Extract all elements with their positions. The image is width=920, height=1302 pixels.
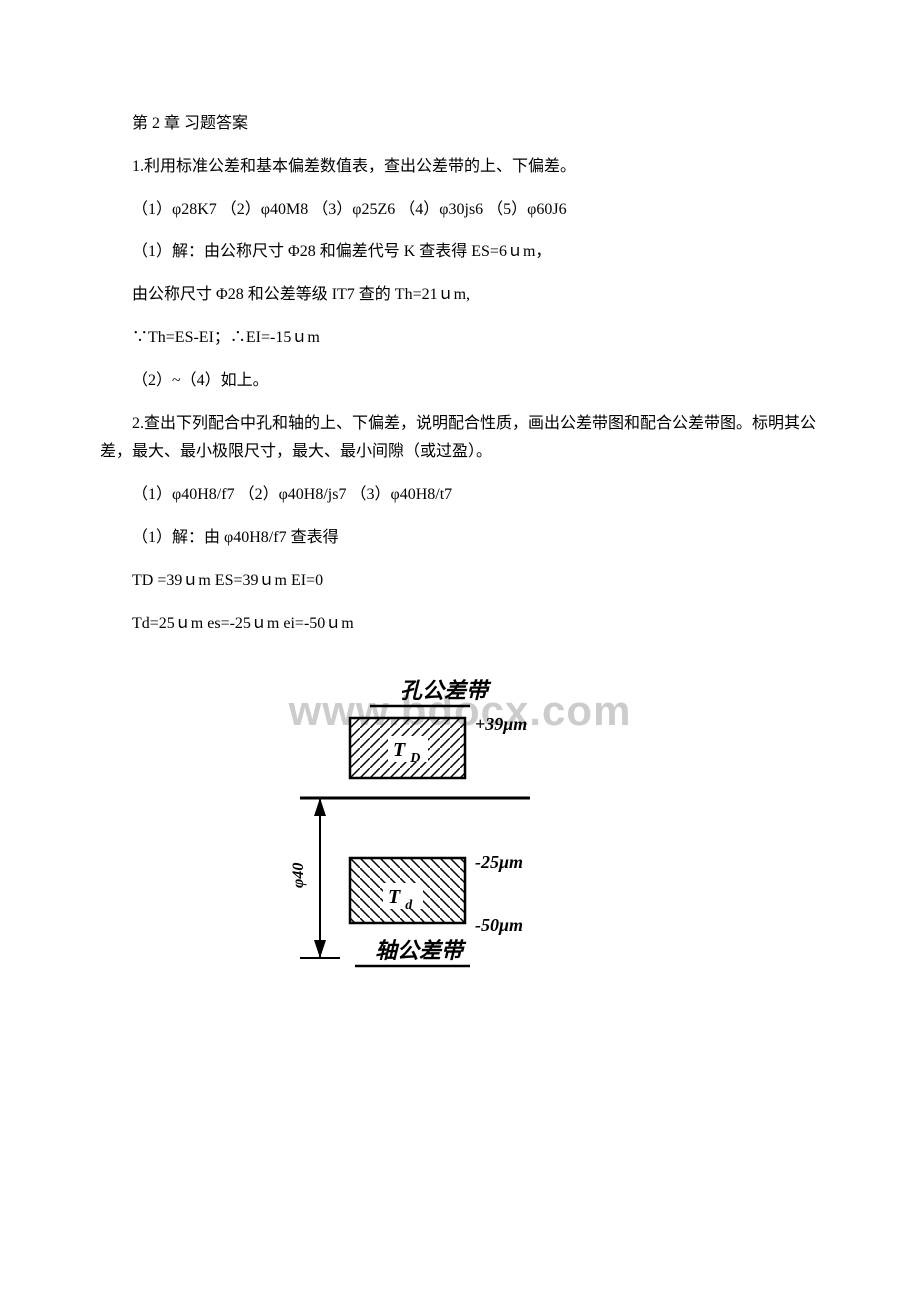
tolerance-diagram: 孔公差带 T D +39μm φ40 T d -25μm -5 [270,668,650,1048]
value-plus-39: +39μm [475,714,527,734]
question-2-items: （1）φ40H8/f7 （2）φ40H8/js7 （3）φ40H8/t7 [100,481,820,510]
shaft-tolerance-label: 轴公差带 [375,938,467,963]
question-2: 2.查出下列配合中孔和轴的上、下偏差，说明配合性质，画出公差带图和配合公差带图。… [100,410,820,468]
question-1: 1.利用标准公差和基本偏差数值表，查出公差带的上、下偏差。 [100,153,820,182]
solution-1-line3: ∵Th=ES-EI；∴EI=-15ｕm [100,324,820,353]
value-minus-50: -50μm [475,915,523,935]
solution-2-line1: （1）解：由 φ40H8/f7 查表得 [100,524,820,553]
chapter-title: 第 2 章 习题答案 [100,110,820,139]
solution-1-line4: （2）~（4）如上。 [100,367,820,396]
solution-1-line1: （1）解：由公称尺寸 Φ28 和偏差代号 K 查表得 ES=6ｕm， [100,238,820,267]
value-minus-25: -25μm [475,852,523,872]
solution-2-line3: Td=25ｕm es=-25ｕm ei=-50ｕm [100,610,820,639]
solution-1-line2: 由公称尺寸 Φ28 和公差等级 IT7 查的 Th=21ｕm, [100,281,820,310]
question-1-items: （1）φ28K7 （2）φ40M8 （3）φ25Z6 （4）φ30js6 （5）… [100,196,820,225]
dimension-label: φ40 [290,863,307,888]
solution-2-line2: TD =39ｕm ES=39ｕm EI=0 [100,567,820,596]
hole-tolerance-label: 孔公差带 [400,678,492,703]
diagram-container: www.bdocx.com 孔公差带 T D +39μm [100,668,820,1048]
